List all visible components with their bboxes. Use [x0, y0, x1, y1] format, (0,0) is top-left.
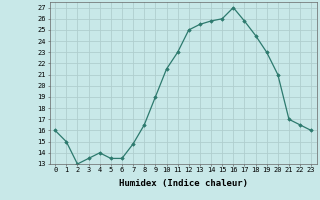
X-axis label: Humidex (Indice chaleur): Humidex (Indice chaleur) [119, 179, 248, 188]
